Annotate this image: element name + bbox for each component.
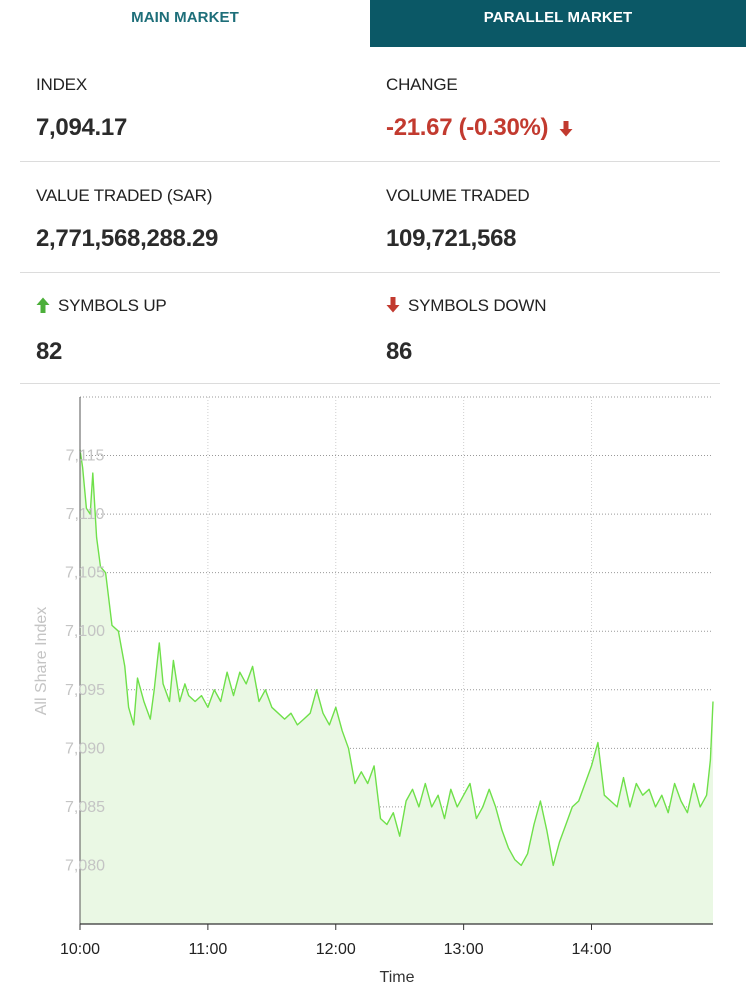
x-tick-label: 10:00 bbox=[60, 941, 100, 958]
stat-change: CHANGE -21.67 (-0.30%) bbox=[386, 50, 726, 161]
index-label: INDEX bbox=[36, 75, 87, 94]
series-line bbox=[79, 449, 714, 867]
stat-symbols-down: SYMBOLS DOWN 86 bbox=[386, 272, 726, 383]
y-tick-label: 7,100 bbox=[65, 623, 105, 640]
all-share-index-chart: 7,080 7,085 7,090 7,095 7,100 7,105 7,110 7,115… bbox=[33, 396, 714, 986]
index-value: 7,094.17 bbox=[36, 114, 128, 141]
stat-symbols-up: SYMBOLS UP 82 bbox=[36, 272, 376, 383]
y-tick-label: 7,095 bbox=[65, 682, 105, 699]
stats-row-index: INDEX 7,094.17 CHANGE -21.67 (-0.30%) bbox=[20, 50, 720, 162]
symbols-up-label-wrap: SYMBOLS UP bbox=[36, 296, 167, 316]
tab-main-market[interactable]: MAIN MARKET bbox=[0, 0, 370, 47]
y-tick-label: 7,110 bbox=[66, 506, 105, 523]
stat-index: INDEX 7,094.17 bbox=[36, 50, 376, 161]
market-tabs: MAIN MARKET PARALLEL MARKET bbox=[0, 0, 746, 47]
y-tick-label: 7,105 bbox=[65, 565, 105, 582]
symbols-down-value: 86 bbox=[386, 338, 413, 365]
value-traded-label: VALUE TRADED (SAR) bbox=[36, 186, 213, 205]
value-traded-value: 2,771,568,288.29 bbox=[36, 225, 219, 252]
arrow-down-icon bbox=[386, 297, 400, 313]
change-label: CHANGE bbox=[386, 75, 458, 94]
volume-traded-label: VOLUME TRADED bbox=[386, 186, 530, 205]
y-tick-label: 7,090 bbox=[65, 740, 105, 757]
symbols-down-label-wrap: SYMBOLS DOWN bbox=[386, 296, 547, 316]
arrow-up-icon bbox=[36, 297, 50, 313]
x-tick-label: 12:00 bbox=[316, 941, 356, 958]
stats-row-traded: VALUE TRADED (SAR) 2,771,568,288.29 VOLU… bbox=[20, 161, 720, 273]
y-axis-title: All Share Index bbox=[33, 607, 50, 716]
x-tick-label: 14:00 bbox=[571, 941, 611, 958]
series-area bbox=[80, 449, 713, 924]
symbols-up-value: 82 bbox=[36, 338, 63, 365]
tab-parallel-market[interactable]: PARALLEL MARKET bbox=[370, 0, 746, 47]
stat-volume-traded: VOLUME TRADED 109,721,568 bbox=[386, 161, 726, 272]
y-tick-label: 7,115 bbox=[66, 448, 105, 465]
x-tick-label: 13:00 bbox=[444, 941, 484, 958]
arrow-down-icon bbox=[559, 120, 573, 137]
x-tick-label: 11:00 bbox=[188, 941, 227, 958]
change-value-wrap: -21.67 (-0.30%) bbox=[386, 114, 573, 142]
x-axis-title: Time bbox=[380, 969, 415, 986]
volume-traded-value: 109,721,568 bbox=[386, 225, 517, 252]
stats-row-symbols: SYMBOLS UP 82 SYMBOLS DOWN 86 bbox=[20, 272, 720, 384]
y-tick-label: 7,085 bbox=[65, 799, 105, 816]
symbols-up-label: SYMBOLS UP bbox=[58, 296, 167, 315]
y-tick-label: 7,080 bbox=[65, 857, 105, 874]
stat-value-traded: VALUE TRADED (SAR) 2,771,568,288.29 bbox=[36, 161, 376, 272]
symbols-down-label: SYMBOLS DOWN bbox=[408, 296, 547, 315]
change-value: -21.67 (-0.30%) bbox=[386, 114, 549, 141]
